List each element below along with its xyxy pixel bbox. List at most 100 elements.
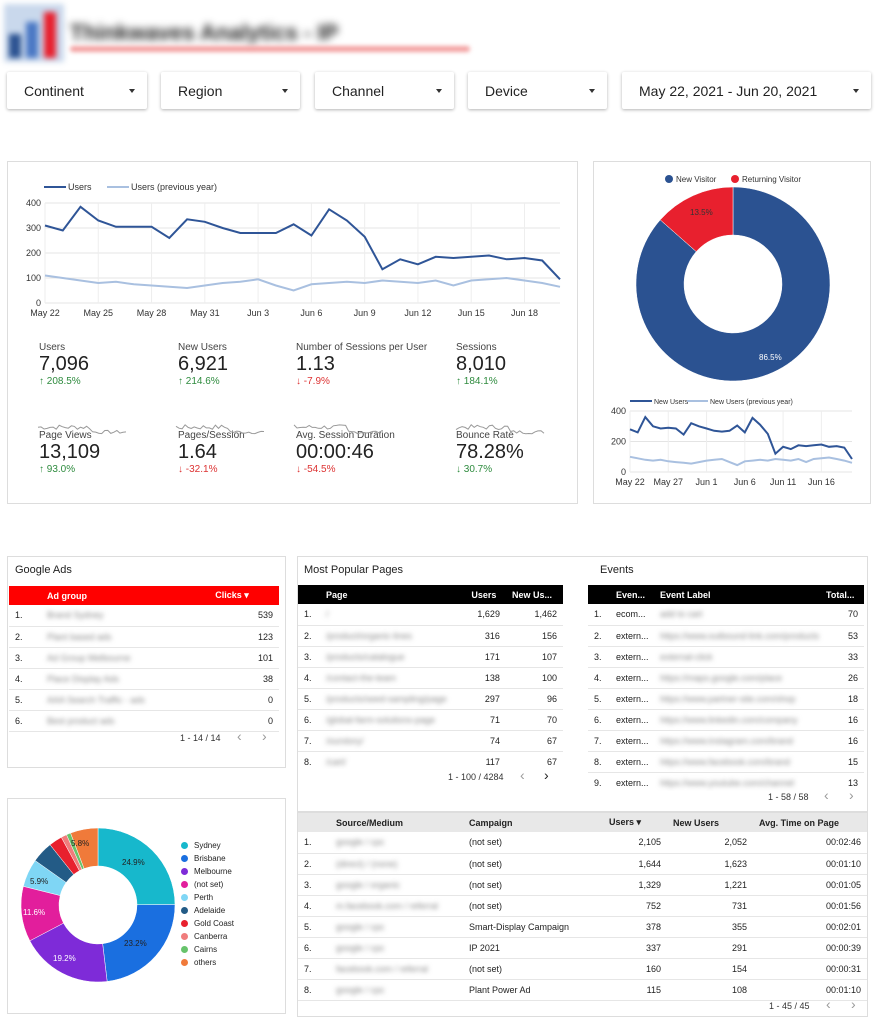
table-row[interactable]: 5./products/seed-sampling/page 297 96 bbox=[298, 688, 563, 710]
header-event-category[interactable]: Even... bbox=[616, 589, 646, 600]
users-value: 115 bbox=[603, 979, 667, 1001]
source-medium: google / cpc bbox=[330, 937, 463, 959]
new-users-value: 67 bbox=[505, 751, 563, 769]
header-page[interactable]: Page bbox=[326, 589, 348, 600]
table-row[interactable]: 8. extern... https://www.facebook.com/bran… bbox=[588, 751, 864, 773]
header-index bbox=[298, 813, 330, 832]
row-index: 4. bbox=[588, 667, 610, 689]
table-row[interactable]: 3. Ad Group Melbourne 101 bbox=[9, 647, 279, 669]
total-events-value: 13 bbox=[820, 772, 864, 791]
new-users-chart-x-tick-label: Jun 1 bbox=[696, 477, 718, 487]
table-row[interactable]: 1. ecom... add to cart 70 bbox=[588, 604, 864, 626]
row-index: 1. bbox=[9, 605, 41, 627]
events-table: Even... Event Label Total... 1. ecom... ad… bbox=[588, 585, 864, 791]
new-users-value: 100 bbox=[505, 667, 563, 689]
event-category: ecom... bbox=[610, 604, 654, 626]
avg-time-value: 00:00:39 bbox=[753, 937, 867, 959]
table-row[interactable]: 8./cart/117 67 bbox=[298, 751, 563, 769]
users-chart-y-tick-label: 0 bbox=[36, 298, 41, 308]
table-row[interactable]: 3./products/catalogue 171 107 bbox=[298, 646, 563, 668]
scorecard-users: Users 7,096 ↑ 208.5% bbox=[39, 342, 159, 387]
legend-label: Gold Coast bbox=[194, 919, 235, 928]
table-row[interactable]: 7./ourstory/74 67 bbox=[298, 730, 563, 752]
users-value: 1,329 bbox=[603, 874, 667, 896]
city-donut-slice[interactable] bbox=[97, 827, 176, 906]
table-row[interactable]: 5. extern... https://www.partner-site.com/… bbox=[588, 688, 864, 710]
scorecard-bounce-rate: Bounce Rate 78.28% ↓ 30.7% bbox=[456, 430, 566, 475]
header-new-users[interactable]: New Us... bbox=[511, 589, 552, 600]
table-row[interactable]: 2. Plant based ads 123 bbox=[9, 626, 279, 648]
event-category: extern... bbox=[610, 667, 654, 689]
header-source-medium[interactable]: Source/Medium bbox=[336, 817, 404, 828]
scorecard-value: 8,010 bbox=[456, 353, 507, 375]
date-range-picker[interactable]: May 22, 2021 - Jun 20, 2021 bbox=[622, 72, 871, 109]
table-row[interactable]: 7. facebook.com / referral (not set) 160 154… bbox=[298, 958, 867, 980]
continent-filter[interactable]: Continent bbox=[7, 72, 147, 109]
filter-label: Region bbox=[178, 82, 223, 99]
header-campaign[interactable]: Campaign bbox=[469, 817, 513, 828]
source-medium-panel: Source/Medium Campaign Users ▾ New Users… bbox=[297, 812, 868, 1017]
region-filter[interactable]: Region bbox=[161, 72, 300, 109]
table-row[interactable]: 1. Brand Sydney 539 bbox=[9, 605, 279, 627]
table-row[interactable]: 1./1,629 1,462 bbox=[298, 604, 563, 626]
table-row[interactable]: 5. AAA Search Traffic - ads 0 bbox=[9, 689, 279, 711]
visitor-donut-slice[interactable] bbox=[659, 186, 734, 252]
table-row[interactable]: 4. m.facebook.com / referral (not set) 752 7… bbox=[298, 895, 867, 917]
prev-page-icon[interactable]: ‹ bbox=[826, 996, 831, 1012]
table-row[interactable]: 8. google / cpc Plant Power Ad 115 108 00:01:… bbox=[298, 979, 867, 1001]
legend-label: others bbox=[194, 958, 217, 967]
legend-label-returning-visitor: Returning Visitor bbox=[742, 175, 801, 184]
table-row[interactable]: 6./global-farm-solutions-page 71 70 bbox=[298, 709, 563, 731]
table-row[interactable]: 6. Best product ads 0 bbox=[9, 710, 279, 732]
table-row[interactable]: 7. extern... https://www.instagram.com/bra… bbox=[588, 730, 864, 752]
header-clicks[interactable]: Clicks ▾ bbox=[215, 590, 249, 600]
legend-dot bbox=[181, 907, 188, 914]
header-users[interactable]: Users bbox=[471, 589, 497, 600]
table-row[interactable]: 9. extern... https://www.youtube.com/chann… bbox=[588, 772, 864, 791]
campaign-name: IP 2021 bbox=[463, 937, 603, 959]
pages-pager-text: 1 - 100 / 4284 bbox=[448, 772, 504, 782]
next-page-icon[interactable]: › bbox=[851, 996, 856, 1012]
table-row[interactable]: 2. (direct) / (none) (not set) 1,644 1,623 00… bbox=[298, 853, 867, 875]
table-row[interactable]: 6. extern... https://www.linkedin.com/comp… bbox=[588, 709, 864, 731]
table-row[interactable]: 5. google / cpc Smart-Display Campaign 378 3… bbox=[298, 916, 867, 938]
prev-page-icon[interactable]: ‹ bbox=[520, 767, 525, 783]
header-users[interactable]: Users ▾ bbox=[609, 817, 642, 827]
table-row[interactable]: 1. google / cpc (not set) 2,105 2,052 00:02:4… bbox=[298, 832, 867, 854]
table-row[interactable]: 4./contact-the-team 138 100 bbox=[298, 667, 563, 689]
table-row[interactable]: 4. Place Display Ads 38 bbox=[9, 668, 279, 690]
header-avg-time-on-page[interactable]: Avg. Time on Page bbox=[759, 817, 840, 828]
next-page-icon[interactable]: › bbox=[262, 728, 267, 744]
legend-dot bbox=[181, 933, 188, 940]
new-users-value: 731 bbox=[667, 895, 753, 917]
event-label: external-click bbox=[654, 646, 820, 668]
next-page-icon[interactable]: › bbox=[849, 787, 854, 803]
header-total-events[interactable]: Total... bbox=[826, 589, 855, 600]
city-donut-slice[interactable] bbox=[70, 827, 99, 869]
header-new-users[interactable]: New Users bbox=[673, 817, 720, 828]
channel-filter[interactable]: Channel bbox=[315, 72, 454, 109]
table-header-row: Even... Event Label Total... bbox=[588, 585, 864, 604]
table-row[interactable]: 3. extern... external-click 33 bbox=[588, 646, 864, 668]
city-legend: Sydney Brisbane Melbourne (not set) Perth Ade… bbox=[181, 839, 234, 969]
users-value: 1,644 bbox=[603, 853, 667, 875]
header-event-label[interactable]: Event Label bbox=[660, 589, 711, 600]
table-row[interactable]: 3. google / organic (not set) 1,329 1,221 00:… bbox=[298, 874, 867, 896]
next-page-icon[interactable]: › bbox=[544, 767, 549, 783]
table-row[interactable]: 4. extern... https://maps.google.com/place… bbox=[588, 667, 864, 689]
ads-pager-text: 1 - 14 / 14 bbox=[180, 733, 221, 743]
google-ads-title: Google Ads bbox=[15, 564, 72, 576]
device-filter[interactable]: Device bbox=[468, 72, 607, 109]
new-users-chart-x-tick-label: Jun 11 bbox=[770, 477, 796, 487]
city-donut-slice[interactable] bbox=[102, 904, 176, 982]
table-row[interactable]: 2. extern... https://www.outbound-link.com… bbox=[588, 625, 864, 647]
clicks-value: 0 bbox=[209, 689, 279, 711]
prev-page-icon[interactable]: ‹ bbox=[824, 787, 829, 803]
table-row[interactable]: 6. google / cpc IP 2021 337 291 00:00:39 bbox=[298, 937, 867, 959]
campaign-name: (not set) bbox=[463, 832, 603, 854]
prev-page-icon[interactable]: ‹ bbox=[237, 728, 242, 744]
table-row[interactable]: 2./product/organic-lines 316 156 bbox=[298, 625, 563, 647]
new-users-value: 291 bbox=[667, 937, 753, 959]
header-ad-group[interactable]: Ad group bbox=[47, 590, 87, 601]
visitor-donut-slice[interactable] bbox=[635, 186, 831, 382]
